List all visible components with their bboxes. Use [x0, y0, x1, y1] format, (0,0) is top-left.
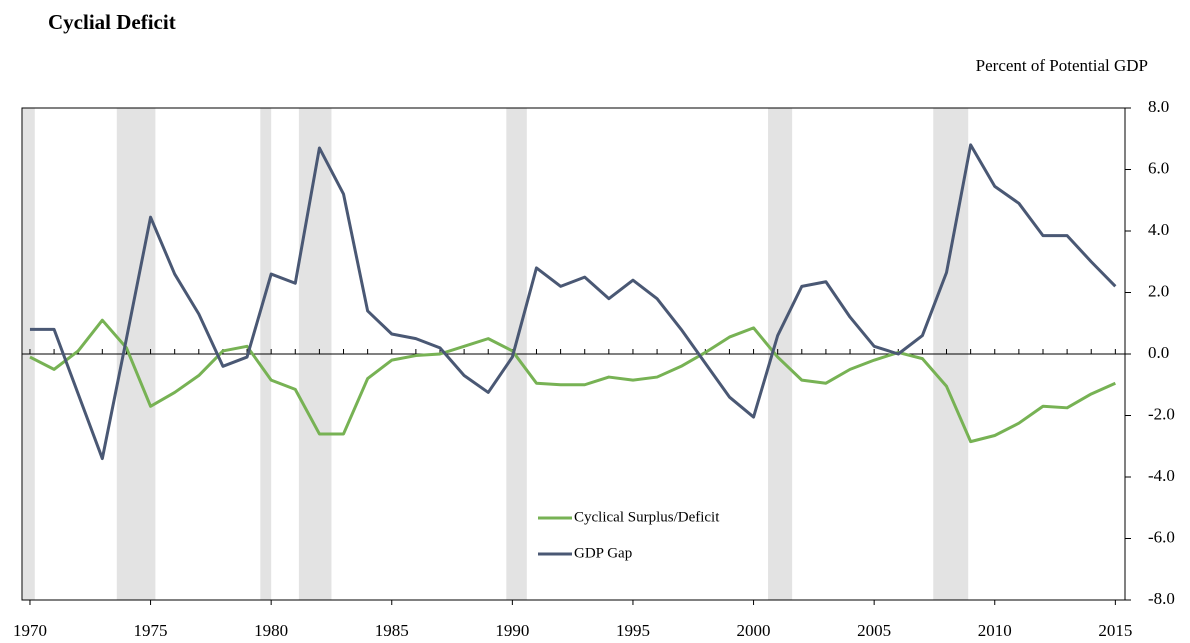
y-tick-label: 6.0	[1148, 158, 1169, 177]
chart-title: Cyclial Deficit	[48, 10, 176, 34]
y-tick-label: -4.0	[1148, 466, 1175, 485]
y-tick-label: -6.0	[1148, 527, 1175, 546]
x-tick-label: 1970	[13, 621, 47, 640]
x-tick-label: 1975	[134, 621, 168, 640]
y-tick-label: 4.0	[1148, 220, 1169, 239]
x-tick-label: 1985	[375, 621, 409, 640]
x-tick-label: 1980	[254, 621, 288, 640]
x-tick-label: 2010	[978, 621, 1012, 640]
legend-label: GDP Gap	[574, 545, 632, 561]
y-tick-label: -8.0	[1148, 589, 1175, 608]
x-tick-label: 1995	[616, 621, 650, 640]
axis-unit-label: Percent of Potential GDP	[976, 56, 1148, 75]
y-tick-label: 0.0	[1148, 343, 1169, 362]
legend-label: Cyclical Surplus/Deficit	[574, 509, 720, 525]
x-tick-label: 2005	[857, 621, 891, 640]
x-tick-label: 2000	[737, 621, 771, 640]
y-tick-label: -2.0	[1148, 404, 1175, 423]
series-line	[29, 143, 1117, 461]
series-line	[29, 318, 1116, 444]
y-tick-label: 8.0	[1148, 97, 1169, 116]
x-tick-label: 1990	[495, 621, 529, 640]
x-tick-label: 2015	[1098, 621, 1132, 640]
y-tick-label: 2.0	[1148, 281, 1169, 300]
